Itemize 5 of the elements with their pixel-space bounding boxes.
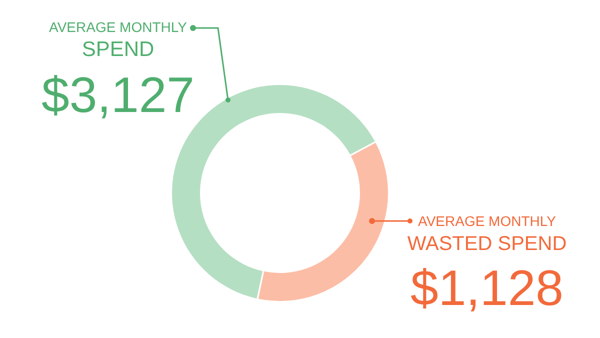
slice-label: AVERAGE MONTHLY WASTED SPEND [407,213,567,255]
slice-label: AVERAGE MONTHLY SPEND [49,19,188,61]
donut-slice [258,142,388,301]
text: $3,127 [42,67,194,123]
text: $1,128 [410,260,564,316]
